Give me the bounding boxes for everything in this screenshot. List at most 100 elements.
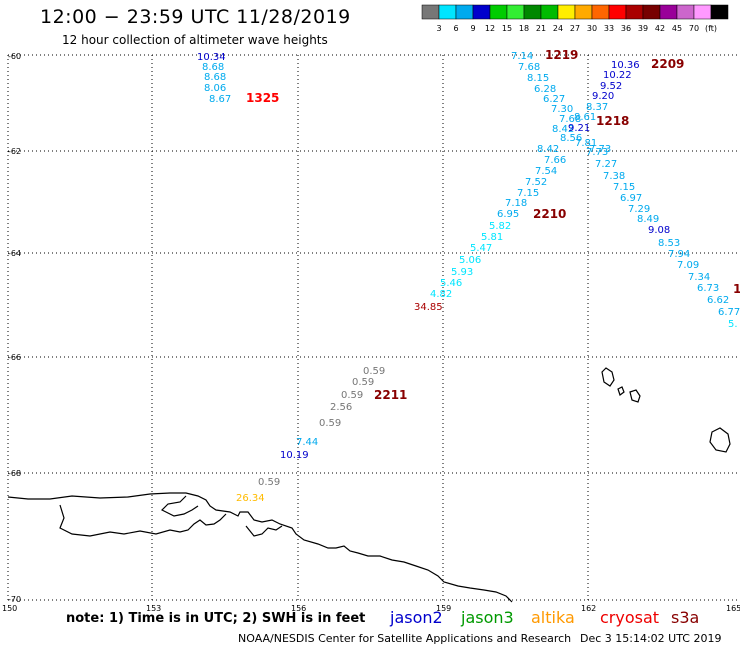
units-note: note: 1) Time is in UTC; 2) SWH is in fe…	[66, 611, 366, 626]
legend-item-cryosat: cryosat	[600, 608, 660, 627]
wave-height-value: 7.14	[511, 51, 533, 62]
wave-height-value: 7.73	[586, 147, 608, 158]
wave-height-value: 0.59	[258, 477, 280, 488]
lon-tick-label: 159	[436, 604, 451, 613]
color-scale: 3 6 9 12 15 18 21 24 27 30 33 36 39 42 45 70 (ft)	[421, 4, 729, 33]
color-scale-tick-label: 12	[485, 24, 495, 33]
color-scale-tick-label: 39	[638, 24, 648, 33]
wave-height-value: 7.68	[518, 62, 540, 73]
coastline-inlet	[59, 504, 227, 537]
island	[709, 427, 731, 453]
color-scale-swatch	[506, 4, 525, 20]
color-scale-swatch	[540, 4, 559, 20]
lon-tick-label: 165	[726, 604, 740, 613]
wave-height-value: 5.93	[451, 267, 473, 278]
color-scale-tick-label: 33	[604, 24, 614, 33]
altimeter-track: 8.427.667.547.527.157.186.955.825.815.47…	[414, 114, 629, 313]
wave-height-value: 6.73	[697, 283, 719, 294]
color-scale-swatch	[472, 4, 491, 20]
wave-height-value: 5.82	[489, 221, 511, 232]
wave-height-value: 7.73	[589, 144, 611, 155]
color-scale-tick-label: 15	[502, 24, 512, 33]
lon-tick-label: 153	[146, 604, 161, 613]
wave-height-value: 7.09	[677, 260, 699, 271]
footer-timestamp: Dec 3 15:14:02 UTC 2019	[580, 632, 722, 645]
wave-height-value: 10.19	[280, 450, 309, 461]
wave-height-value: 5.47	[470, 243, 492, 254]
lon-tick-label: 156	[291, 604, 306, 613]
color-scale-tick-label: 3	[436, 24, 441, 33]
color-scale-swatch	[625, 4, 644, 20]
lat-tick-labels: -60 -62 -64 -66 -68 -70	[8, 52, 21, 604]
wave-height-value: 8.61	[574, 112, 596, 123]
wave-height-value: 7.18	[505, 198, 527, 209]
color-scale-swatch	[710, 4, 729, 20]
color-scale-unit: (ft)	[705, 24, 717, 33]
wave-height-value: 0.59	[341, 390, 363, 401]
color-scale-swatch	[659, 4, 678, 20]
wave-height-value: 2.56	[330, 402, 352, 413]
wave-height-value: 6.77	[718, 307, 740, 318]
color-scale-swatch	[574, 4, 593, 20]
pass-time-label-clipped: 1	[733, 282, 740, 296]
pass-time-label: 1218	[596, 114, 629, 128]
color-scale-tick-label: 70	[689, 24, 699, 33]
wave-height-value: 6.62	[707, 295, 729, 306]
page-subtitle: 12 hour collection of altimeter wave hei…	[62, 33, 328, 47]
wave-height-value: 8.42	[537, 144, 559, 155]
wave-height-value: 7.54	[535, 166, 557, 177]
island	[601, 367, 615, 387]
coastline-bay	[245, 525, 283, 537]
color-scale-swatch	[455, 4, 474, 20]
footer-credit: NOAA/NESDIS Center for Satellite Applica…	[238, 632, 572, 645]
wave-height-value: 6.28	[534, 84, 556, 95]
lat-tick-label: -66	[8, 353, 21, 362]
legend-item-s3a: s3a	[671, 608, 700, 627]
color-scale-swatch	[693, 4, 712, 20]
wave-height-value: 7.81	[575, 138, 597, 149]
wave-height-value: 6.27	[543, 94, 565, 105]
lat-tick-label: -70	[8, 595, 21, 604]
wave-height-value: 26.34	[236, 493, 265, 504]
wave-height-value: 8.37	[586, 102, 608, 113]
color-scale-tick-label: 24	[553, 24, 563, 33]
pass-time-label: 2211	[374, 388, 407, 402]
wave-height-value: 8.68	[202, 62, 224, 73]
wave-height-value: 10.22	[603, 70, 632, 81]
grid-lines	[7, 54, 740, 601]
color-scale-tick-label: 9	[470, 24, 475, 33]
wave-height-value: 8.68	[204, 72, 226, 83]
wave-height-value: 6.95	[497, 209, 519, 220]
wave-height-value: 5.06	[459, 255, 481, 266]
pass-time-label: 1219	[545, 48, 578, 62]
wave-height-value: 7.15	[613, 182, 635, 193]
wave-height-value: 7.38	[603, 171, 625, 182]
color-scale-swatch	[591, 4, 610, 20]
color-scale-tick-label: 21	[536, 24, 546, 33]
altimeter-track: 0.590.590.592.560.597.4410.190.5926.3422…	[236, 366, 407, 504]
wave-height-value: 9.21	[568, 123, 590, 134]
lat-tick-label: -60	[8, 52, 21, 61]
pass-time-label: 1325	[246, 91, 279, 105]
color-scale-swatch	[557, 4, 576, 20]
altimeter-track: 7.147.688.156.286.277.307.688.428.567.73…	[511, 48, 608, 158]
altimeter-track: 10.348.688.688.068.67 1325	[197, 52, 279, 105]
wave-height-value: 8.67	[209, 94, 231, 105]
wave-height-value: 9.52	[600, 81, 622, 92]
color-scale-tick-label: 6	[453, 24, 458, 33]
wave-height-value: 7.27	[595, 159, 617, 170]
wave-height-value: 8.15	[527, 73, 549, 84]
wave-height-value: 7.44	[296, 437, 318, 448]
color-scale-swatch	[438, 4, 457, 20]
wave-height-value: 7.68	[559, 114, 581, 125]
altimeter-tracks: 10.348.688.688.068.67 13257.147.688.156.2…	[197, 48, 740, 504]
wave-height-value: 7.94	[668, 249, 690, 260]
wave-height-value: 5.46	[440, 278, 462, 289]
wave-height-value: 0.59	[352, 377, 374, 388]
coastline-antarctica	[7, 492, 513, 603]
pass-time-label: 2209	[651, 57, 684, 71]
lat-tick-label: -64	[8, 249, 21, 258]
color-scale-tick-label: 18	[519, 24, 529, 33]
